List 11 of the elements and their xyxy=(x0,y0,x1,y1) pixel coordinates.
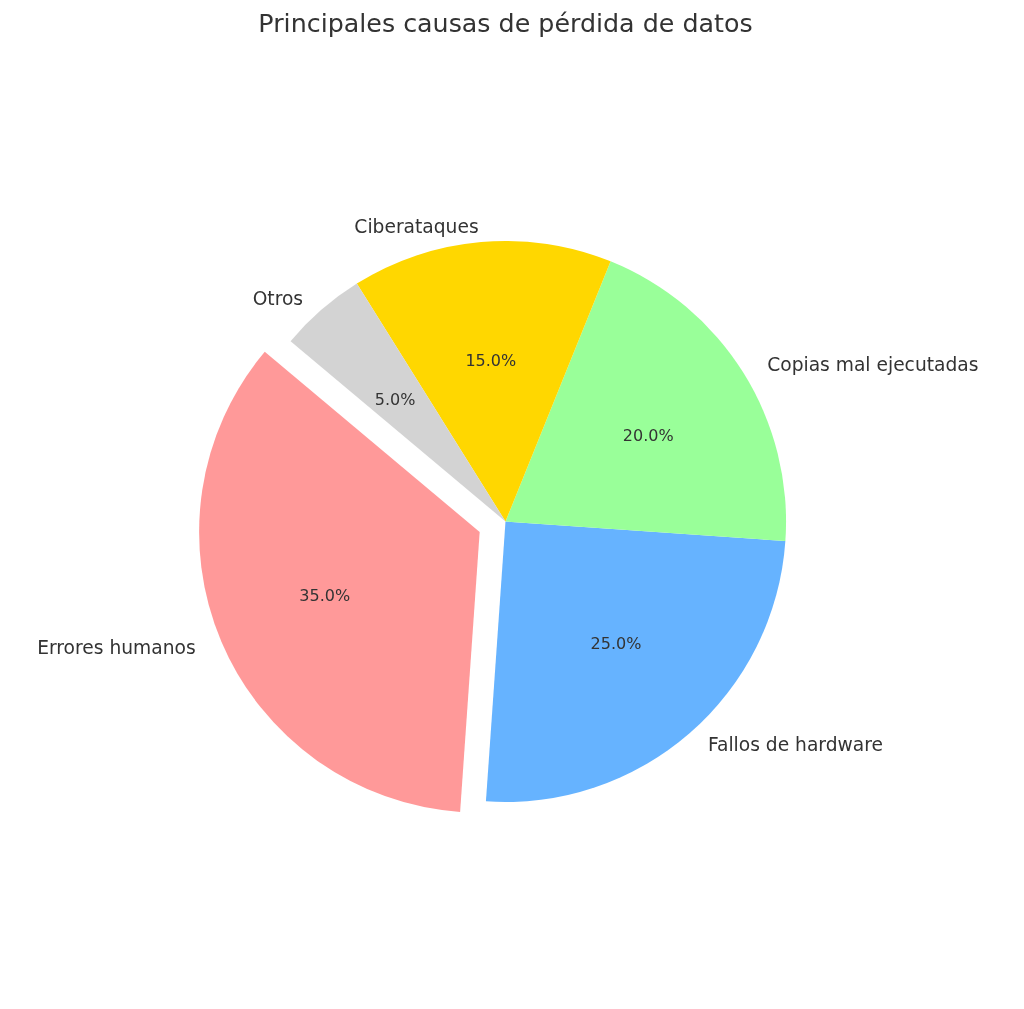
chart-title: Principales causas de pérdida de datos xyxy=(258,7,753,38)
data-label: 5.0% xyxy=(374,390,416,410)
slice-label: Ciberataques xyxy=(354,216,479,238)
slice-label: Otros xyxy=(252,287,304,309)
data-label: 25.0% xyxy=(590,633,642,653)
slice-label: Fallos de hardware xyxy=(707,734,883,756)
slice-label: Errores humanos xyxy=(37,637,196,659)
data-label: 15.0% xyxy=(465,351,517,371)
data-label: 35.0% xyxy=(299,585,351,605)
slice-label: Copias mal ejecutadas xyxy=(767,354,979,376)
data-label: 20.0% xyxy=(622,426,674,446)
